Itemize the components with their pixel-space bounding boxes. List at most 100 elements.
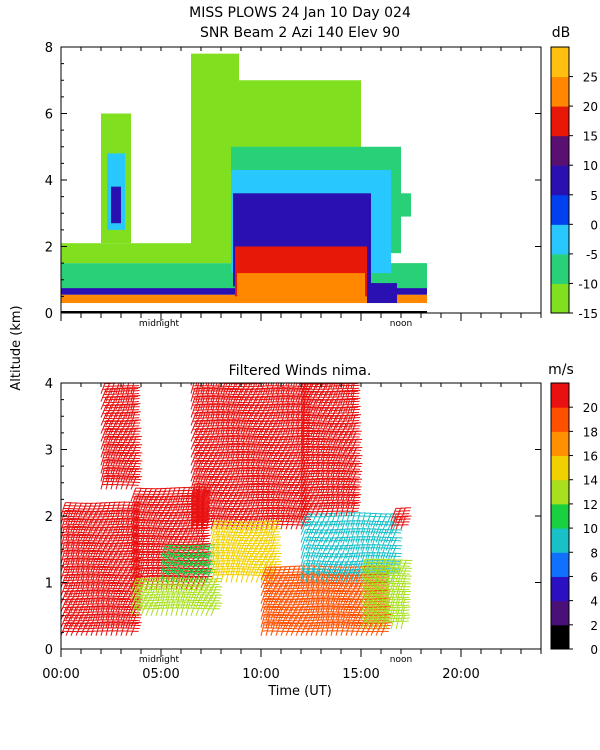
wind-barb-staff — [65, 550, 70, 565]
snr-colorbar-band-6 — [551, 106, 569, 137]
snr-title: MISS PLOWS 24 Jan 10 Day 024 — [189, 5, 411, 21]
wind-barb-staff — [115, 574, 122, 589]
wind-barb-staff — [90, 558, 96, 573]
snr-colorbar-band-4 — [551, 165, 569, 196]
wind-barb-staff — [240, 428, 246, 442]
wind-barb-staff — [110, 566, 117, 581]
wind-barb-staff — [105, 582, 111, 596]
wind-barb-staff — [61, 502, 66, 517]
wind-barb-staff — [70, 598, 77, 612]
wind-barb-staff — [85, 502, 92, 517]
wind-barb-staff — [95, 582, 101, 596]
snr-y-tick-label-0: 0 — [45, 307, 53, 322]
wind-barb-staff — [220, 388, 226, 402]
wind-barb-staff — [90, 574, 96, 588]
wind-barb-staff — [80, 590, 86, 604]
wind-barb-staff — [90, 566, 96, 580]
wind-barb-staff — [100, 443, 106, 458]
wind-barb-staff — [105, 574, 112, 588]
wind-barb-staff — [210, 383, 215, 394]
wind-barb-staff — [85, 614, 91, 628]
wind-barb-staff — [125, 598, 132, 612]
wind-barb-staff — [95, 502, 102, 517]
wind-barb-staff — [100, 590, 106, 604]
wind-barb-staff — [200, 383, 203, 386]
wind-barb-staff — [115, 467, 121, 482]
wind-barb-staff — [120, 606, 127, 620]
snr-y-tick-label-6: 6 — [45, 108, 53, 123]
wind-barb-staff — [115, 598, 122, 612]
snr-y-tick-label-2: 2 — [45, 241, 53, 256]
wind-barb-staff — [125, 574, 132, 589]
wind-barb-staff — [90, 518, 97, 533]
wind-barb-staff — [150, 535, 156, 550]
wind-barb-staff — [130, 622, 137, 636]
wind-barb-staff — [65, 590, 72, 604]
wind-barb-staff — [61, 582, 67, 596]
wind-barb-staff — [120, 598, 127, 612]
wind-barb-staff — [90, 582, 95, 596]
wind-barb-staff — [100, 622, 106, 636]
snr-colorbar-label-8: 25 — [583, 71, 598, 85]
wind-barb-staff — [61, 606, 67, 620]
wind-barb-staff — [61, 614, 67, 628]
wind-barb-staff — [90, 526, 97, 541]
wind-barb-staff — [115, 566, 122, 581]
wind-barb-staff — [185, 602, 191, 616]
wind-barb-staff — [65, 534, 70, 549]
wind-barb-staff — [65, 518, 71, 533]
snr-colorbar-label-1: -10 — [578, 277, 598, 291]
wind-barb-staff — [85, 526, 92, 541]
wind-barb-staff — [90, 550, 97, 565]
snr-colorbar-label-2: -5 — [586, 248, 598, 262]
wind-barb-staff — [90, 510, 97, 525]
wind-barb-staff — [61, 534, 65, 549]
wind-barb-staff — [85, 534, 92, 549]
snr-colorbar-band-3 — [551, 194, 569, 225]
wind-barb-staff — [95, 542, 102, 557]
wind-barb-staff — [210, 383, 213, 386]
wind-barb-staff — [125, 510, 130, 525]
wind-barb-staff — [100, 534, 107, 549]
wind-barb-staff — [65, 598, 72, 612]
wind-barb-staff — [85, 598, 91, 612]
wind-barb-staff — [95, 606, 100, 620]
wind-barb-staff — [70, 534, 76, 549]
wind-barb-staff — [95, 558, 102, 573]
wind-barb-staff — [120, 614, 126, 628]
wind-barb-staff — [85, 542, 92, 557]
snr-colorbar-unit: dB — [552, 25, 571, 41]
wind-barb-staff — [80, 518, 87, 533]
wind-barb-staff — [95, 590, 100, 604]
wind-barb-staff — [115, 550, 122, 565]
wind-barb-staff — [100, 542, 107, 557]
wind-barb-staff — [125, 590, 132, 604]
snr-colorbar-label-6: 15 — [583, 130, 598, 144]
wind-barb-staff — [70, 558, 75, 572]
wind-barb-staff — [120, 622, 126, 636]
wind-barb-staff — [115, 606, 121, 620]
wind-barb-staff — [75, 614, 82, 628]
wind-barb-staff — [95, 518, 102, 533]
wind-barb-staff — [65, 614, 72, 628]
wind-barb-staff — [61, 598, 67, 612]
wind-barb-staff — [70, 574, 76, 588]
wind-barb-staff — [61, 550, 66, 565]
wind-barb-staff — [75, 550, 80, 565]
wind-barb-staff — [65, 542, 70, 557]
wind-barb-staff — [100, 558, 107, 573]
wind-barb-staff — [120, 590, 127, 604]
wind-barb-staff — [105, 614, 110, 628]
wind-barb-staff — [115, 526, 121, 541]
snr-marker-noon: noon — [390, 319, 412, 329]
wind-barb-staff — [80, 622, 87, 636]
wind-barb-staff — [110, 534, 117, 549]
wind-barb-staff — [65, 622, 72, 636]
wind-barb-staff — [70, 582, 76, 596]
wind-barb-staff — [80, 502, 87, 517]
wind-barb-staff — [105, 502, 111, 517]
wind-barb-staff — [125, 582, 132, 596]
wind-barb-staff — [115, 558, 122, 573]
wind-barb-staff — [80, 550, 86, 565]
wind-barb-staff — [75, 566, 80, 580]
